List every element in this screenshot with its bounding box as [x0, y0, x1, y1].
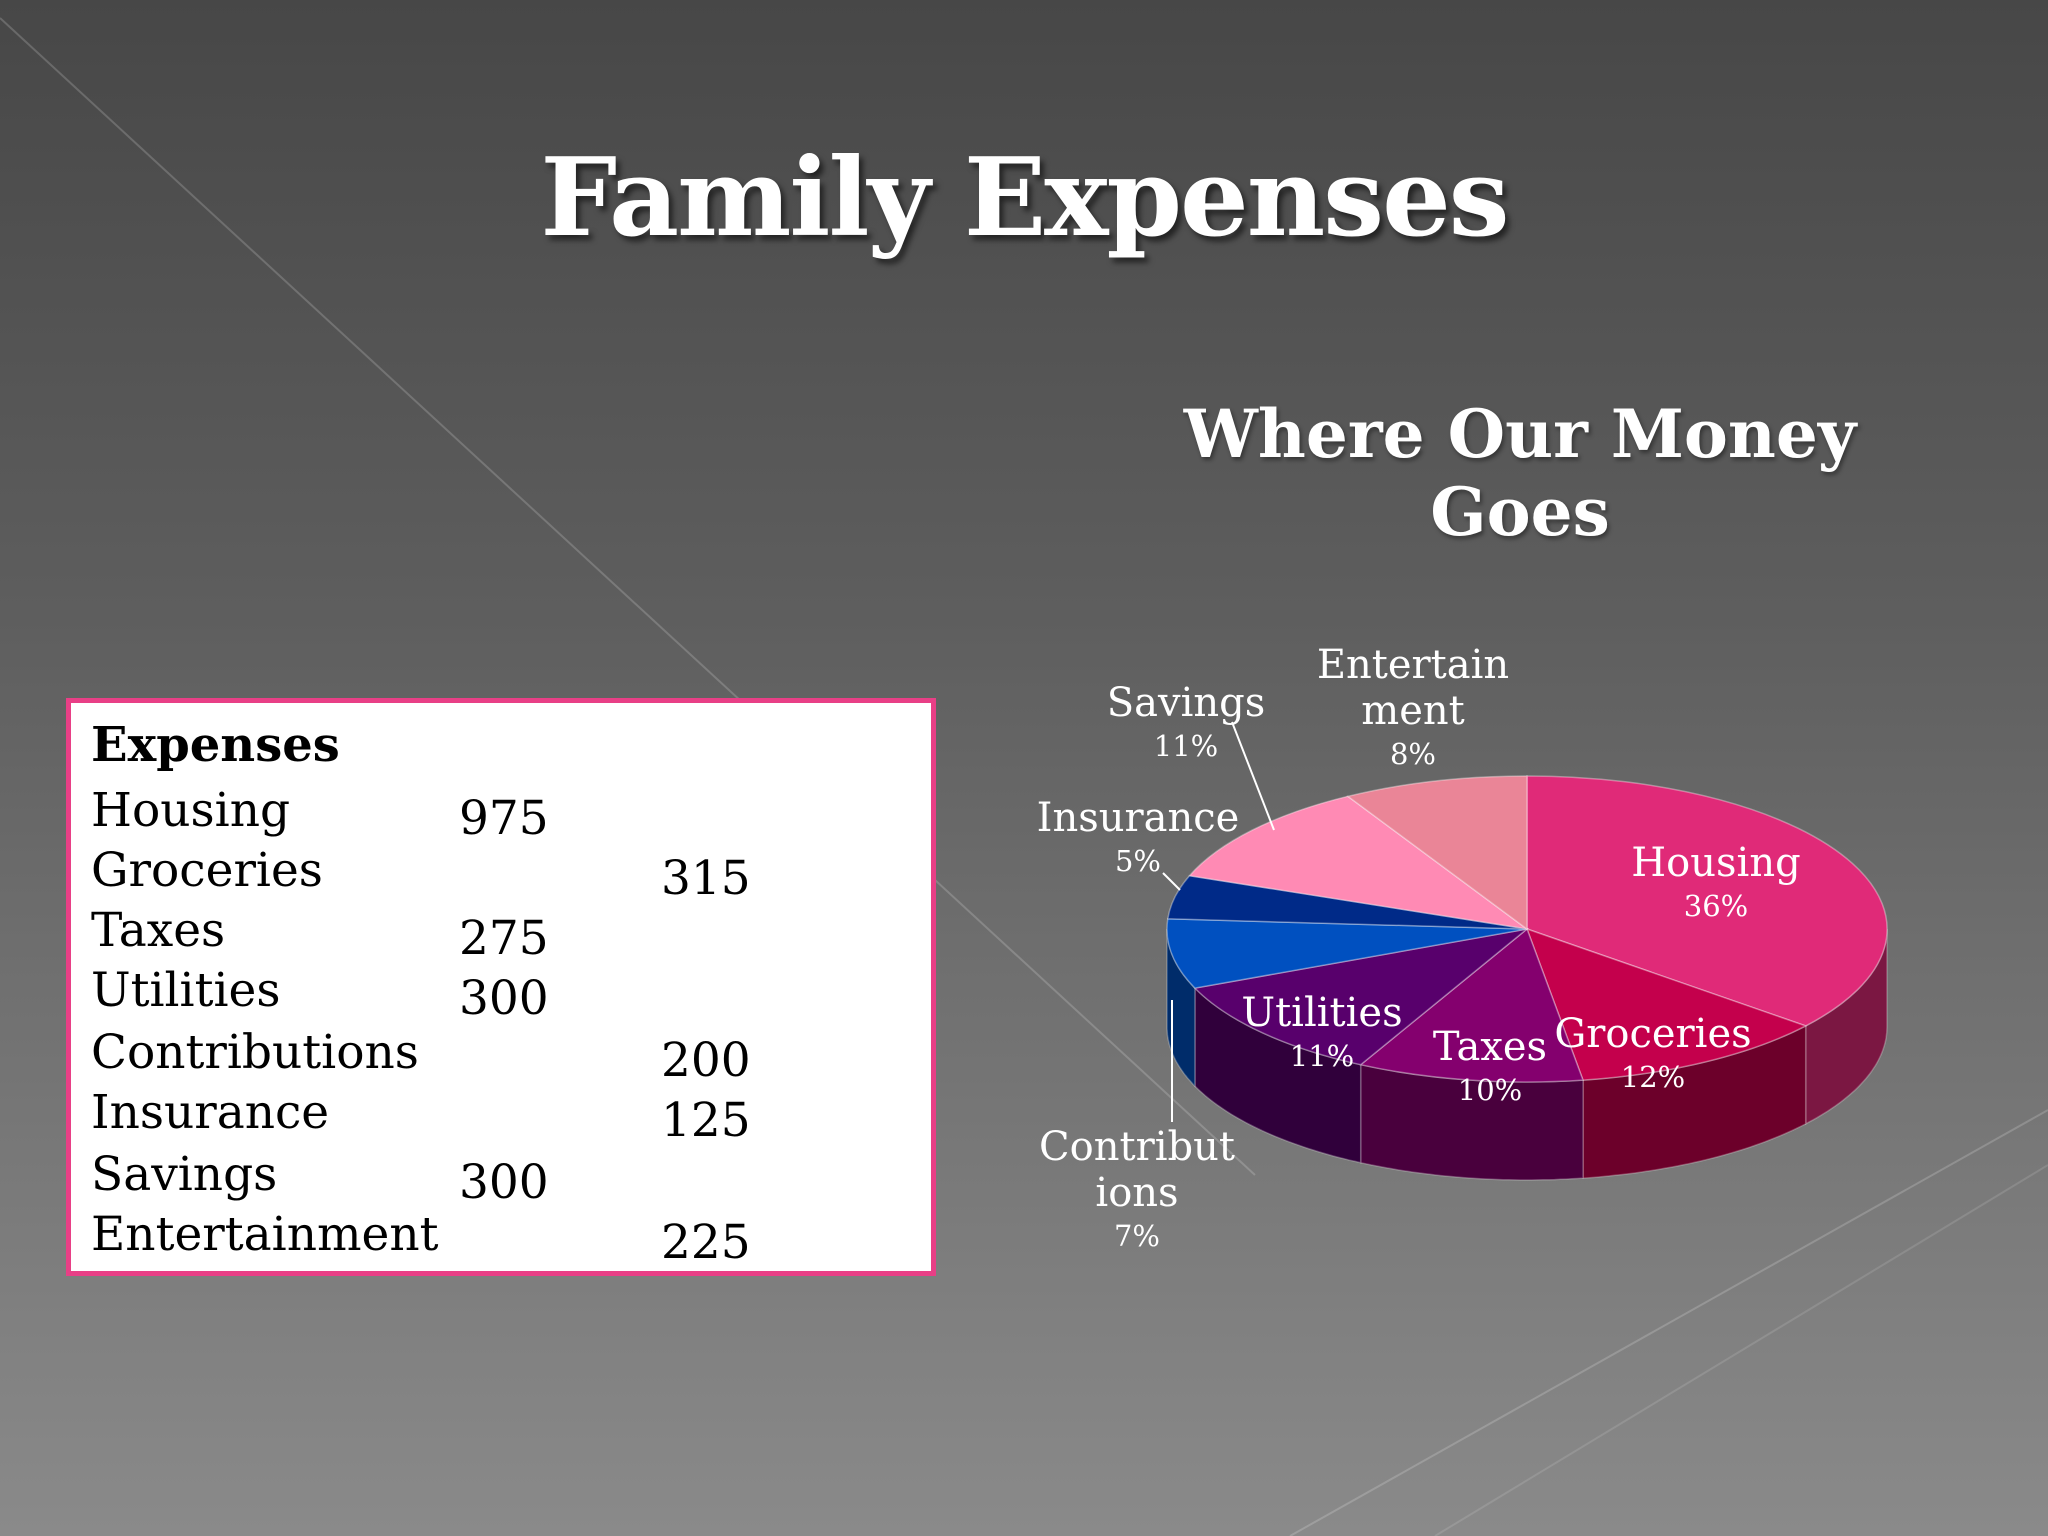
- table-row: Insurance 125: [71, 1085, 931, 1148]
- slice-percent-insurance: 5%: [1115, 844, 1161, 878]
- amount-column-2: 225: [661, 1215, 751, 1270]
- slide-title: Family Expenses: [540, 135, 1509, 261]
- amount-column-2: 125: [661, 1093, 751, 1148]
- pie-slice-contributions: [1166, 918, 1528, 989]
- pie-slice-entertainment: [1346, 775, 1528, 931]
- amount-column-1: 300: [459, 971, 549, 1026]
- slice-percent-contributions: 7%: [1114, 1219, 1160, 1253]
- slice-percent-taxes: 10%: [1458, 1073, 1522, 1107]
- pie-slice-taxes: [1359, 927, 1585, 1083]
- pie-slice-utilities: [1193, 927, 1530, 1066]
- pie-slice-housing: [1526, 775, 1888, 1027]
- pie-top: [1166, 775, 1888, 1083]
- table-row: Groceries 315: [71, 843, 931, 906]
- expense-label: Housing: [91, 783, 291, 838]
- slice-label-savings: Savings: [1107, 680, 1266, 726]
- leader-line-insurance: [1162, 872, 1181, 891]
- expense-label: Taxes: [91, 903, 226, 958]
- slice-label-taxes: Taxes: [1433, 1024, 1547, 1070]
- pie-slice-insurance: [1166, 874, 1528, 930]
- table-row: Entertainment 225: [71, 1207, 931, 1270]
- expense-label: Entertainment: [91, 1207, 439, 1262]
- pie-labels: Housing36%Groceries12%Taxes10%Utilities1…: [1037, 642, 1801, 1253]
- slice-percent-savings: 11%: [1154, 729, 1218, 763]
- slice-percent-entertainment: 8%: [1390, 737, 1436, 771]
- expense-label: Groceries: [91, 843, 323, 898]
- leader-line-savings: [1231, 721, 1275, 831]
- amount-column-1: 975: [459, 791, 549, 846]
- table-row: Contributions 200: [71, 1025, 931, 1088]
- expenses-table: Expenses Housing 975 Groceries 315 Taxes 275 U…: [66, 698, 936, 1276]
- expense-label: Savings: [91, 1147, 278, 1202]
- slice-label-utilities: Utilities: [1241, 990, 1402, 1036]
- pie-sides: [1166, 928, 1888, 1181]
- slice-label-contributions: ions: [1095, 1170, 1178, 1216]
- slice-label-groceries: Groceries: [1554, 1011, 1751, 1057]
- amount-column-2: 200: [661, 1033, 751, 1088]
- table-row: Utilities 300: [71, 963, 931, 1026]
- amount-column-1: 275: [459, 911, 549, 966]
- slice-label-housing: Housing: [1631, 840, 1800, 886]
- expense-label: Contributions: [91, 1025, 419, 1080]
- table-row: Housing 975: [71, 783, 931, 846]
- slice-label-entertainment: ment: [1361, 688, 1464, 734]
- pie-slice-groceries: [1525, 927, 1808, 1081]
- table-header: Expenses: [91, 717, 340, 773]
- table-row: Savings 300: [71, 1147, 931, 1210]
- slice-label-contributions: Contribut: [1039, 1124, 1235, 1170]
- table-row: Taxes 275: [71, 903, 931, 966]
- amount-column-1: 300: [459, 1155, 549, 1210]
- slice-percent-utilities: 11%: [1290, 1039, 1354, 1073]
- slice-percent-housing: 36%: [1684, 889, 1748, 923]
- chart-title: Where Our Money Goes: [1183, 395, 1857, 551]
- expense-label: Insurance: [91, 1085, 330, 1140]
- slice-label-insurance: Insurance: [1037, 795, 1240, 841]
- slice-percent-groceries: 12%: [1621, 1060, 1685, 1094]
- slice-label-entertainment: Entertain: [1317, 642, 1509, 688]
- amount-column-2: 315: [661, 851, 751, 906]
- expense-label: Utilities: [91, 963, 281, 1018]
